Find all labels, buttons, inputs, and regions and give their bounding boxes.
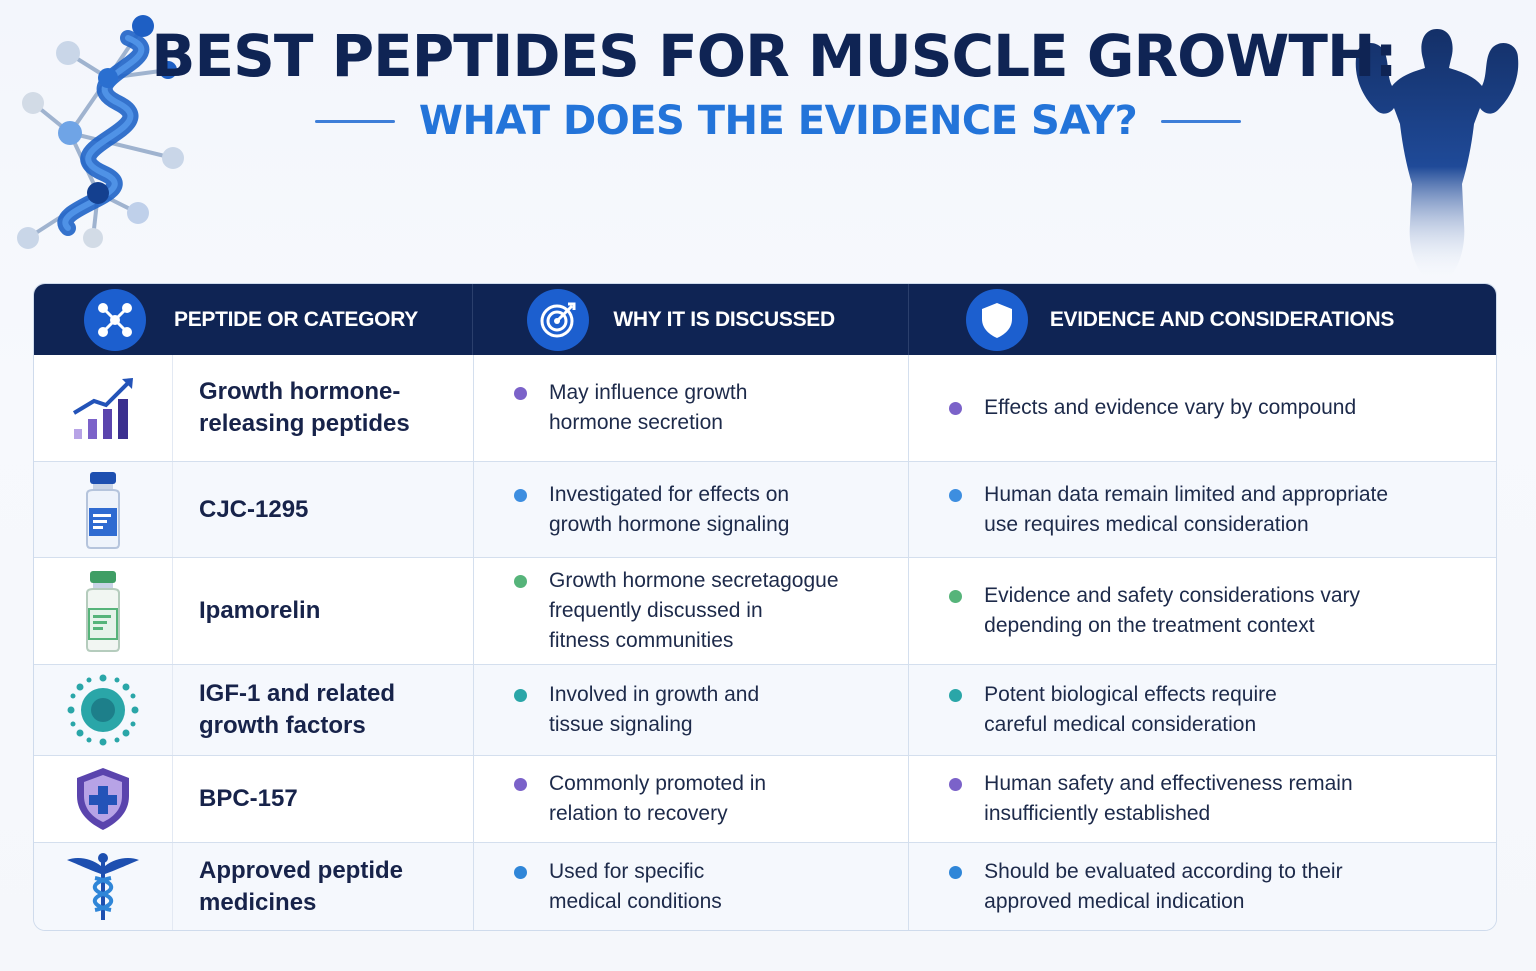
- evidence-cell: Should be evaluated according to their a…: [909, 843, 1496, 930]
- column-header-peptide: PEPTIDE OR CATEGORY: [34, 284, 474, 355]
- why-text: May influence growth hormone secretion: [549, 381, 748, 434]
- peptide-cell: BPC-157: [34, 756, 474, 842]
- bullet-dot: [514, 778, 527, 791]
- evidence-text: Effects and evidence vary by compound: [984, 396, 1357, 419]
- bullet-dot: [949, 865, 963, 879]
- peptide-name: IGF-1 and related growth factors: [199, 680, 396, 739]
- peptide-name: Ipamorelin: [199, 597, 321, 624]
- shield-icon: [965, 288, 1028, 351]
- column-header-evidence: EVIDENCE AND CONSIDERATIONS: [909, 284, 1496, 355]
- peptide-name: Growth hormone- releasing peptides: [199, 378, 410, 437]
- evidence-cell: Evidence and safety considerations vary …: [909, 558, 1496, 664]
- bullet-dot: [514, 387, 527, 400]
- why-cell: Investigated for effects on growth hormo…: [474, 462, 910, 557]
- why-text: Involved in growth and tissue signaling: [549, 683, 760, 736]
- peptide-cell: Ipamorelin: [34, 558, 474, 664]
- bullet-dot: [514, 865, 527, 879]
- column-label: PEPTIDE OR CATEGORY: [174, 307, 418, 331]
- bullet-dot: [514, 689, 527, 702]
- peptide-cell: Approved peptide medicines: [34, 843, 474, 930]
- why-cell: May influence growth hormone secretion: [474, 355, 910, 461]
- column-label: EVIDENCE AND CONSIDERATIONS: [1049, 307, 1395, 331]
- target-icon: [527, 288, 590, 351]
- why-text: Used for specific medical conditions: [549, 859, 722, 913]
- medical-shield-icon: [34, 756, 173, 842]
- why-cell: Commonly promoted in relation to recover…: [474, 756, 910, 842]
- table-row: CJC-1295 Investigated for effects on gro…: [34, 461, 1496, 557]
- column-label: WHY IT IS DISCUSSED: [613, 307, 835, 331]
- evidence-text: Potent biological effects require carefu…: [984, 683, 1277, 736]
- why-cell: Growth hormone secretagogue frequently d…: [474, 558, 910, 664]
- network-icon: [84, 288, 146, 351]
- page-subtitle: WHAT DOES THE EVIDENCE SAY?: [418, 98, 1138, 144]
- molecule-illustration-icon: [17, 15, 184, 249]
- bullet-dot: [949, 402, 963, 415]
- column-header-why: WHY IT IS DISCUSSED: [473, 284, 909, 355]
- page-title: BEST PEPTIDES FOR MUSCLE GROWTH:: [151, 22, 1397, 90]
- bullet-dot: [949, 488, 963, 502]
- bullet-dot: [949, 590, 963, 603]
- why-text: Growth hormone secretagogue frequently d…: [549, 569, 839, 652]
- table-row: IGF-1 and related growth factors Involve…: [34, 664, 1496, 755]
- bullet-dot: [514, 488, 527, 502]
- peptide-name: BPC-157: [199, 785, 298, 812]
- peptide-name: CJC-1295: [199, 495, 309, 523]
- subtitle-divider-left: [314, 119, 395, 123]
- growth-chart-icon: [34, 355, 173, 461]
- cell-icon: [34, 665, 173, 755]
- peptide-cell: Growth hormone- releasing peptides: [34, 355, 474, 461]
- table-row: Approved peptide medicines Used for spec…: [34, 842, 1496, 930]
- peptide-table: PEPTIDE OR CATEGORY WHY IT IS DISCUSSED: [33, 283, 1497, 931]
- why-cell: Involved in growth and tissue signaling: [474, 665, 910, 755]
- subtitle-divider-right: [1161, 119, 1242, 123]
- blue-vial-icon: [34, 462, 173, 557]
- bullet-dot: [949, 689, 963, 702]
- peptide-name: Approved peptide medicines: [199, 856, 404, 916]
- table-body: Growth hormone- releasing peptides May i…: [34, 355, 1496, 930]
- evidence-text: Evidence and safety considerations vary …: [984, 584, 1361, 637]
- bodybuilder-silhouette-icon: [1355, 29, 1519, 279]
- evidence-text: Human safety and effectiveness remain in…: [984, 772, 1353, 825]
- bullet-dot: [949, 778, 963, 791]
- evidence-cell: Potent biological effects require carefu…: [909, 665, 1496, 755]
- evidence-cell: Human safety and effectiveness remain in…: [909, 756, 1496, 842]
- table-row: Growth hormone- releasing peptides May i…: [34, 355, 1496, 461]
- why-text: Commonly promoted in relation to recover…: [549, 772, 767, 825]
- peptide-cell: IGF-1 and related growth factors: [34, 665, 474, 755]
- caduceus-icon: [34, 843, 173, 930]
- bullet-dot: [514, 575, 527, 588]
- evidence-cell: Effects and evidence vary by compound: [909, 355, 1496, 461]
- table-row: Ipamorelin Growth hormone secretagogue f…: [34, 557, 1496, 664]
- subtitle-row: WHAT DOES THE EVIDENCE SAY?: [0, 98, 1536, 144]
- evidence-text: Human data remain limited and appropriat…: [984, 482, 1389, 536]
- evidence-cell: Human data remain limited and appropriat…: [909, 462, 1496, 557]
- green-vial-icon: [34, 558, 173, 664]
- evidence-text: Should be evaluated according to their a…: [984, 859, 1343, 913]
- why-cell: Used for specific medical conditions: [474, 843, 910, 930]
- table-row: BPC-157 Commonly promoted in relation to…: [34, 755, 1496, 842]
- why-text: Investigated for effects on growth hormo…: [549, 482, 790, 536]
- peptide-cell: CJC-1295: [34, 462, 474, 557]
- table-header: PEPTIDE OR CATEGORY WHY IT IS DISCUSSED: [34, 284, 1496, 355]
